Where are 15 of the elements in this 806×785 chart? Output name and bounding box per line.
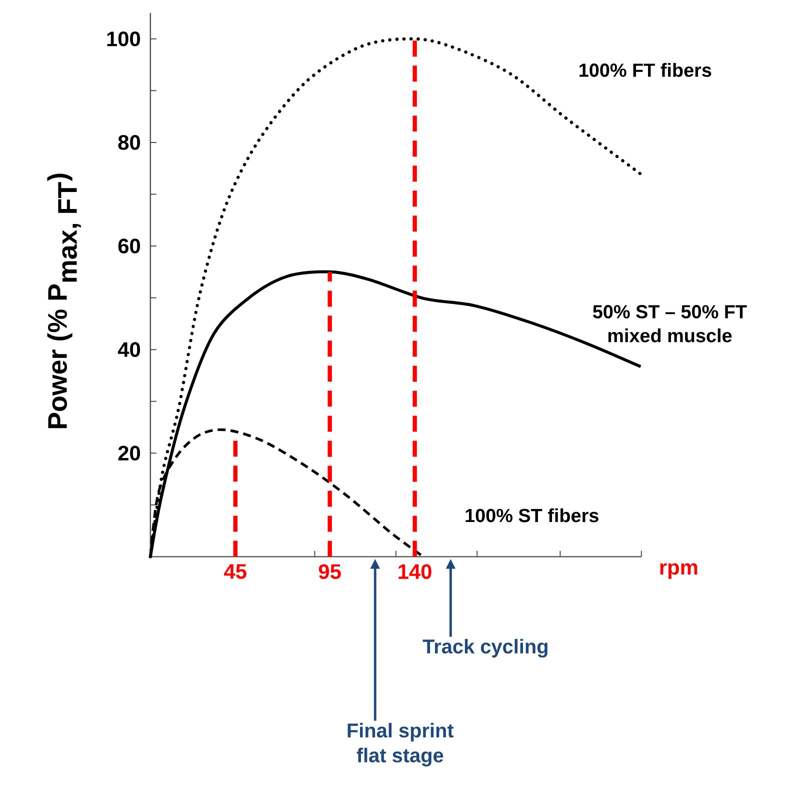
x-tick-label: 95 [318,564,341,580]
x-axis-title: rpm [660,563,698,579]
x-tick-label: 140 [398,564,432,580]
y-tick-label: 60 [118,238,140,254]
x-tick-label: 45 [224,564,246,579]
y-tick-label: 100 [107,31,140,46]
y-tick-label: 80 [118,135,140,150]
y-tick-label: 40 [118,342,140,357]
text: 100% FT fibers [580,63,712,77]
y-tick-label: 20 [118,446,140,461]
text: Final sprint flat stage [348,722,454,766]
series-label: 50% ST – 50% FT mixed muscle [592,305,747,342]
text: 100% ST fibers [466,508,598,522]
text: Track cycling [422,638,548,658]
y-axis-title: $\textbf{Power (\% P}_{\textbf{max, FT}}\textbf{)}$ [47,174,81,428]
